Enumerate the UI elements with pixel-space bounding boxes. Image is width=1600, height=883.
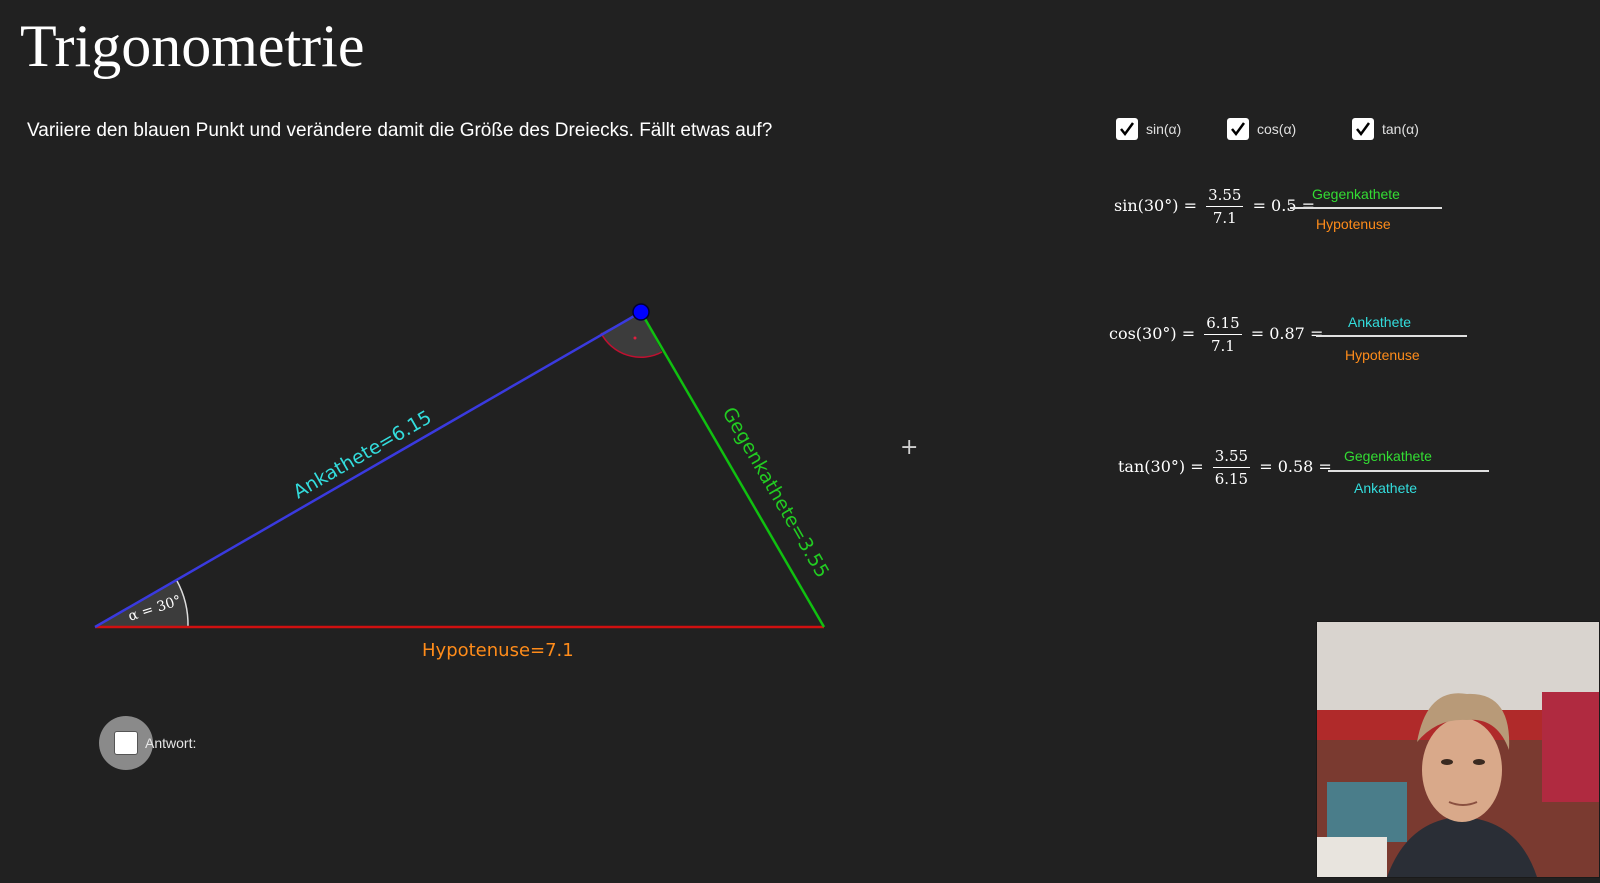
tan-result: = 0.58 = bbox=[1259, 457, 1332, 476]
cos-checkbox-label: cos(α) bbox=[1257, 121, 1297, 137]
tan-checkbox[interactable] bbox=[1352, 118, 1374, 140]
answer-toggle[interactable]: Antwort: bbox=[99, 716, 196, 770]
checkmark-icon bbox=[1231, 122, 1246, 137]
answer-button[interactable] bbox=[99, 716, 153, 770]
tan-numerator: 3.55 bbox=[1214, 447, 1249, 465]
checkmark-icon bbox=[1356, 122, 1371, 137]
angle-alpha-sector bbox=[95, 580, 189, 627]
cos-numerator: 6.15 bbox=[1206, 314, 1240, 332]
cos-checkbox[interactable] bbox=[1227, 118, 1249, 140]
sin-result: = 0.5 = bbox=[1252, 196, 1315, 215]
sin-word-fraction-bar bbox=[1290, 207, 1442, 209]
answer-checkbox[interactable] bbox=[114, 731, 138, 755]
cos-lhs: cos(30°) = bbox=[1109, 324, 1196, 343]
tan-toggle[interactable]: tan(α) bbox=[1352, 118, 1419, 140]
sin-numerator: 3.55 bbox=[1208, 186, 1242, 204]
right-angle-arc bbox=[600, 332, 663, 358]
draggable-blue-point[interactable] bbox=[632, 303, 650, 321]
webcam-video bbox=[1316, 621, 1600, 878]
tan-checkbox-label: tan(α) bbox=[1382, 121, 1419, 137]
cos-word-fraction-bar bbox=[1316, 335, 1467, 337]
sin-checkbox[interactable] bbox=[1116, 118, 1138, 140]
tan-formula: tan(30°) = 3.55 6.15 = 0.58 = bbox=[1118, 447, 1332, 488]
cos-result: = 0.87 = bbox=[1250, 324, 1324, 343]
cos-fraction: 6.15 7.1 bbox=[1204, 314, 1242, 355]
webcam-image bbox=[1317, 622, 1599, 877]
checkmark-icon bbox=[1120, 122, 1135, 137]
opposite-label: Gegenkathete=3.55 bbox=[718, 404, 834, 582]
hypotenuse-label: Hypotenuse=7.1 bbox=[422, 640, 574, 661]
opposite-side-line bbox=[639, 311, 826, 628]
cos-denominator: 7.1 bbox=[1211, 337, 1235, 355]
cos-toggle[interactable]: cos(α) bbox=[1227, 118, 1296, 140]
sin-lhs: sin(30°) = bbox=[1114, 196, 1197, 215]
sin-formula: sin(30°) = 3.55 7.1 = 0.5 = bbox=[1114, 186, 1315, 227]
instruction-text: Variiere den blauen Punkt und verändere … bbox=[27, 120, 773, 141]
tan-fraction: 3.55 6.15 bbox=[1212, 447, 1251, 488]
right-angle-dot bbox=[633, 336, 637, 340]
cos-formula: cos(30°) = 6.15 7.1 = 0.87 = bbox=[1109, 314, 1323, 355]
cos-word-numerator: Ankathete bbox=[1348, 314, 1412, 330]
angle-alpha-arc bbox=[175, 579, 189, 628]
tan-word-denominator: Ankathete bbox=[1354, 480, 1418, 496]
answer-label: Antwort: bbox=[145, 735, 197, 751]
tan-word-numerator: Gegenkathete bbox=[1344, 448, 1432, 464]
adjacent-label: Ankathete=6.15 bbox=[290, 406, 436, 503]
tan-word-fraction-bar bbox=[1328, 470, 1489, 472]
sin-word-denominator: Hypotenuse bbox=[1316, 216, 1391, 232]
cos-word-denominator: Hypotenuse bbox=[1345, 347, 1420, 363]
sin-denominator: 7.1 bbox=[1212, 209, 1237, 227]
crosshair-cursor-icon: + bbox=[900, 435, 919, 460]
page-title: Trigonometrie bbox=[20, 13, 365, 79]
sin-fraction: 3.55 7.1 bbox=[1206, 186, 1244, 227]
adjacent-side-line bbox=[94, 310, 642, 629]
tan-denominator: 6.15 bbox=[1214, 470, 1249, 488]
sin-word-numerator: Gegenkathete bbox=[1312, 186, 1400, 202]
sin-toggle[interactable]: sin(α) bbox=[1116, 118, 1181, 140]
sin-checkbox-label: sin(α) bbox=[1146, 121, 1182, 137]
tan-lhs: tan(30°) = bbox=[1118, 457, 1204, 476]
